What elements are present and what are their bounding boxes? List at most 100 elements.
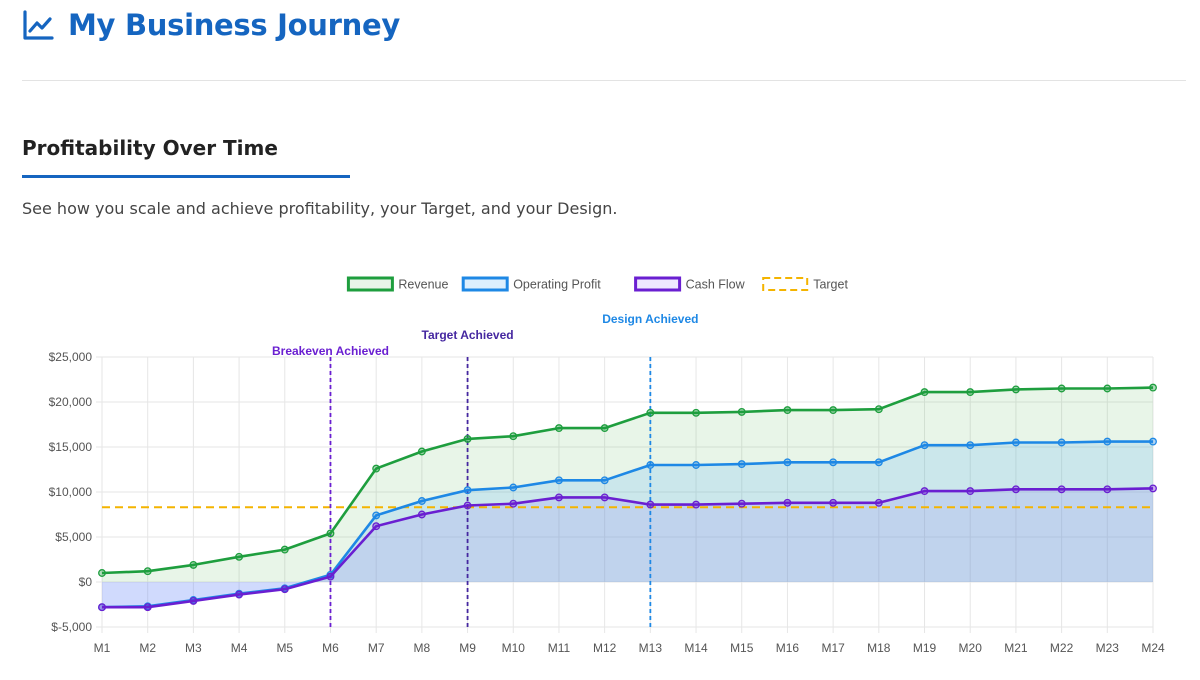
data-point [737,460,746,469]
x-tick-label: M9 [459,641,476,655]
x-tick-label: M22 [1050,641,1074,655]
data-point [372,511,381,520]
series-area [102,387,1153,582]
data-point [1011,438,1020,447]
x-tick-label: M10 [502,641,526,655]
x-tick-label: M11 [548,641,571,655]
data-point [600,476,609,485]
data-point [417,447,426,456]
x-tick-label: M13 [639,641,663,655]
x-tick-label: M2 [139,641,156,655]
data-point [600,493,609,502]
x-tick-label: M21 [1004,641,1028,655]
x-tick-label: M4 [231,641,248,655]
y-tick-label: $5,000 [55,530,92,544]
data-point [417,497,426,505]
data-point [646,500,655,509]
data-point [966,441,975,450]
data-point [966,388,975,397]
data-point [555,476,563,485]
data-point [874,458,883,467]
data-point [1011,385,1020,394]
data-point [143,603,152,612]
section-underline [22,175,350,178]
data-point [463,501,472,510]
data-point [326,529,335,538]
y-tick-label: $15,000 [49,440,93,454]
data-point [555,424,563,433]
data-point [98,603,106,612]
data-point [509,483,518,492]
x-tick-label: M1 [94,641,111,655]
data-point [372,522,381,531]
data-point [463,486,472,495]
series-line [101,386,1154,575]
profitability-chart: Breakeven Achieved Target Achieved Design … [49,276,1165,655]
data-point [920,487,929,496]
axis-labels: M1 M2 M3 M4 M5 M6 M7 M8 M9 M10 M11 M12 M13 M14 M15 M16 M… [49,350,1165,655]
data-point [692,500,700,509]
x-tick-label: M14 [684,641,708,655]
data-point [1057,485,1066,494]
x-tick-label: M5 [276,641,293,655]
data-point [920,441,929,450]
data-point [372,464,381,473]
section-title: Profitability Over Time [22,136,278,160]
data-point [829,406,838,415]
x-tick-label: M7 [368,641,385,655]
x-tick-label: M17 [821,641,845,655]
annotation-layer: Breakeven Achieved Target Achieved Design … [272,312,698,627]
y-tick-label: $-5,000 [51,620,92,634]
annotation-label: Breakeven Achieved [272,344,389,358]
legend-label: Operating Profit [513,278,601,292]
data-point [920,388,929,397]
data-point [1057,384,1066,393]
data-point [1149,484,1157,493]
data-point [1057,438,1066,447]
data-point [463,434,472,443]
series-lines [98,383,1157,612]
legend-swatch [346,276,394,292]
data-point [646,408,655,417]
data-point [737,407,746,416]
chart-line-icon [23,10,54,40]
page-title: My Business Journey [68,8,400,42]
x-tick-label: M15 [730,641,754,655]
series-area [102,441,1153,608]
x-tick-label: M3 [185,641,202,655]
x-tick-label: M24 [1141,641,1165,655]
data-point [555,493,563,502]
legend-label: Revenue [398,278,448,292]
series-area [102,488,1153,608]
y-tick-label: $20,000 [49,395,93,409]
x-tick-label: M12 [593,641,617,655]
data-point [966,487,975,496]
y-tick-label: $0 [79,575,93,589]
annotation-label: Design Achieved [602,312,698,326]
annotation-label: Target Achieved [422,328,514,342]
data-point [280,585,289,594]
data-point [1149,383,1157,392]
series-areas [102,387,1153,608]
x-tick-label: M18 [867,641,891,655]
legend-label: Cash Flow [686,278,746,292]
data-point [783,406,792,415]
data-point [874,498,883,507]
data-point [783,498,792,507]
legend-swatch [634,276,682,292]
data-point [692,408,700,417]
data-point [509,432,518,441]
data-point [189,596,198,605]
data-point [326,572,335,581]
x-tick-label: M8 [414,641,431,655]
data-point [189,560,198,569]
data-point [143,567,152,576]
x-tick-label: M23 [1096,641,1120,655]
data-point [1103,384,1112,393]
data-point [829,458,838,467]
data-point [874,405,883,414]
data-point [417,510,426,519]
data-point [600,424,609,433]
page-header: My Business Journey [22,8,400,42]
legend-swatch [762,277,809,291]
